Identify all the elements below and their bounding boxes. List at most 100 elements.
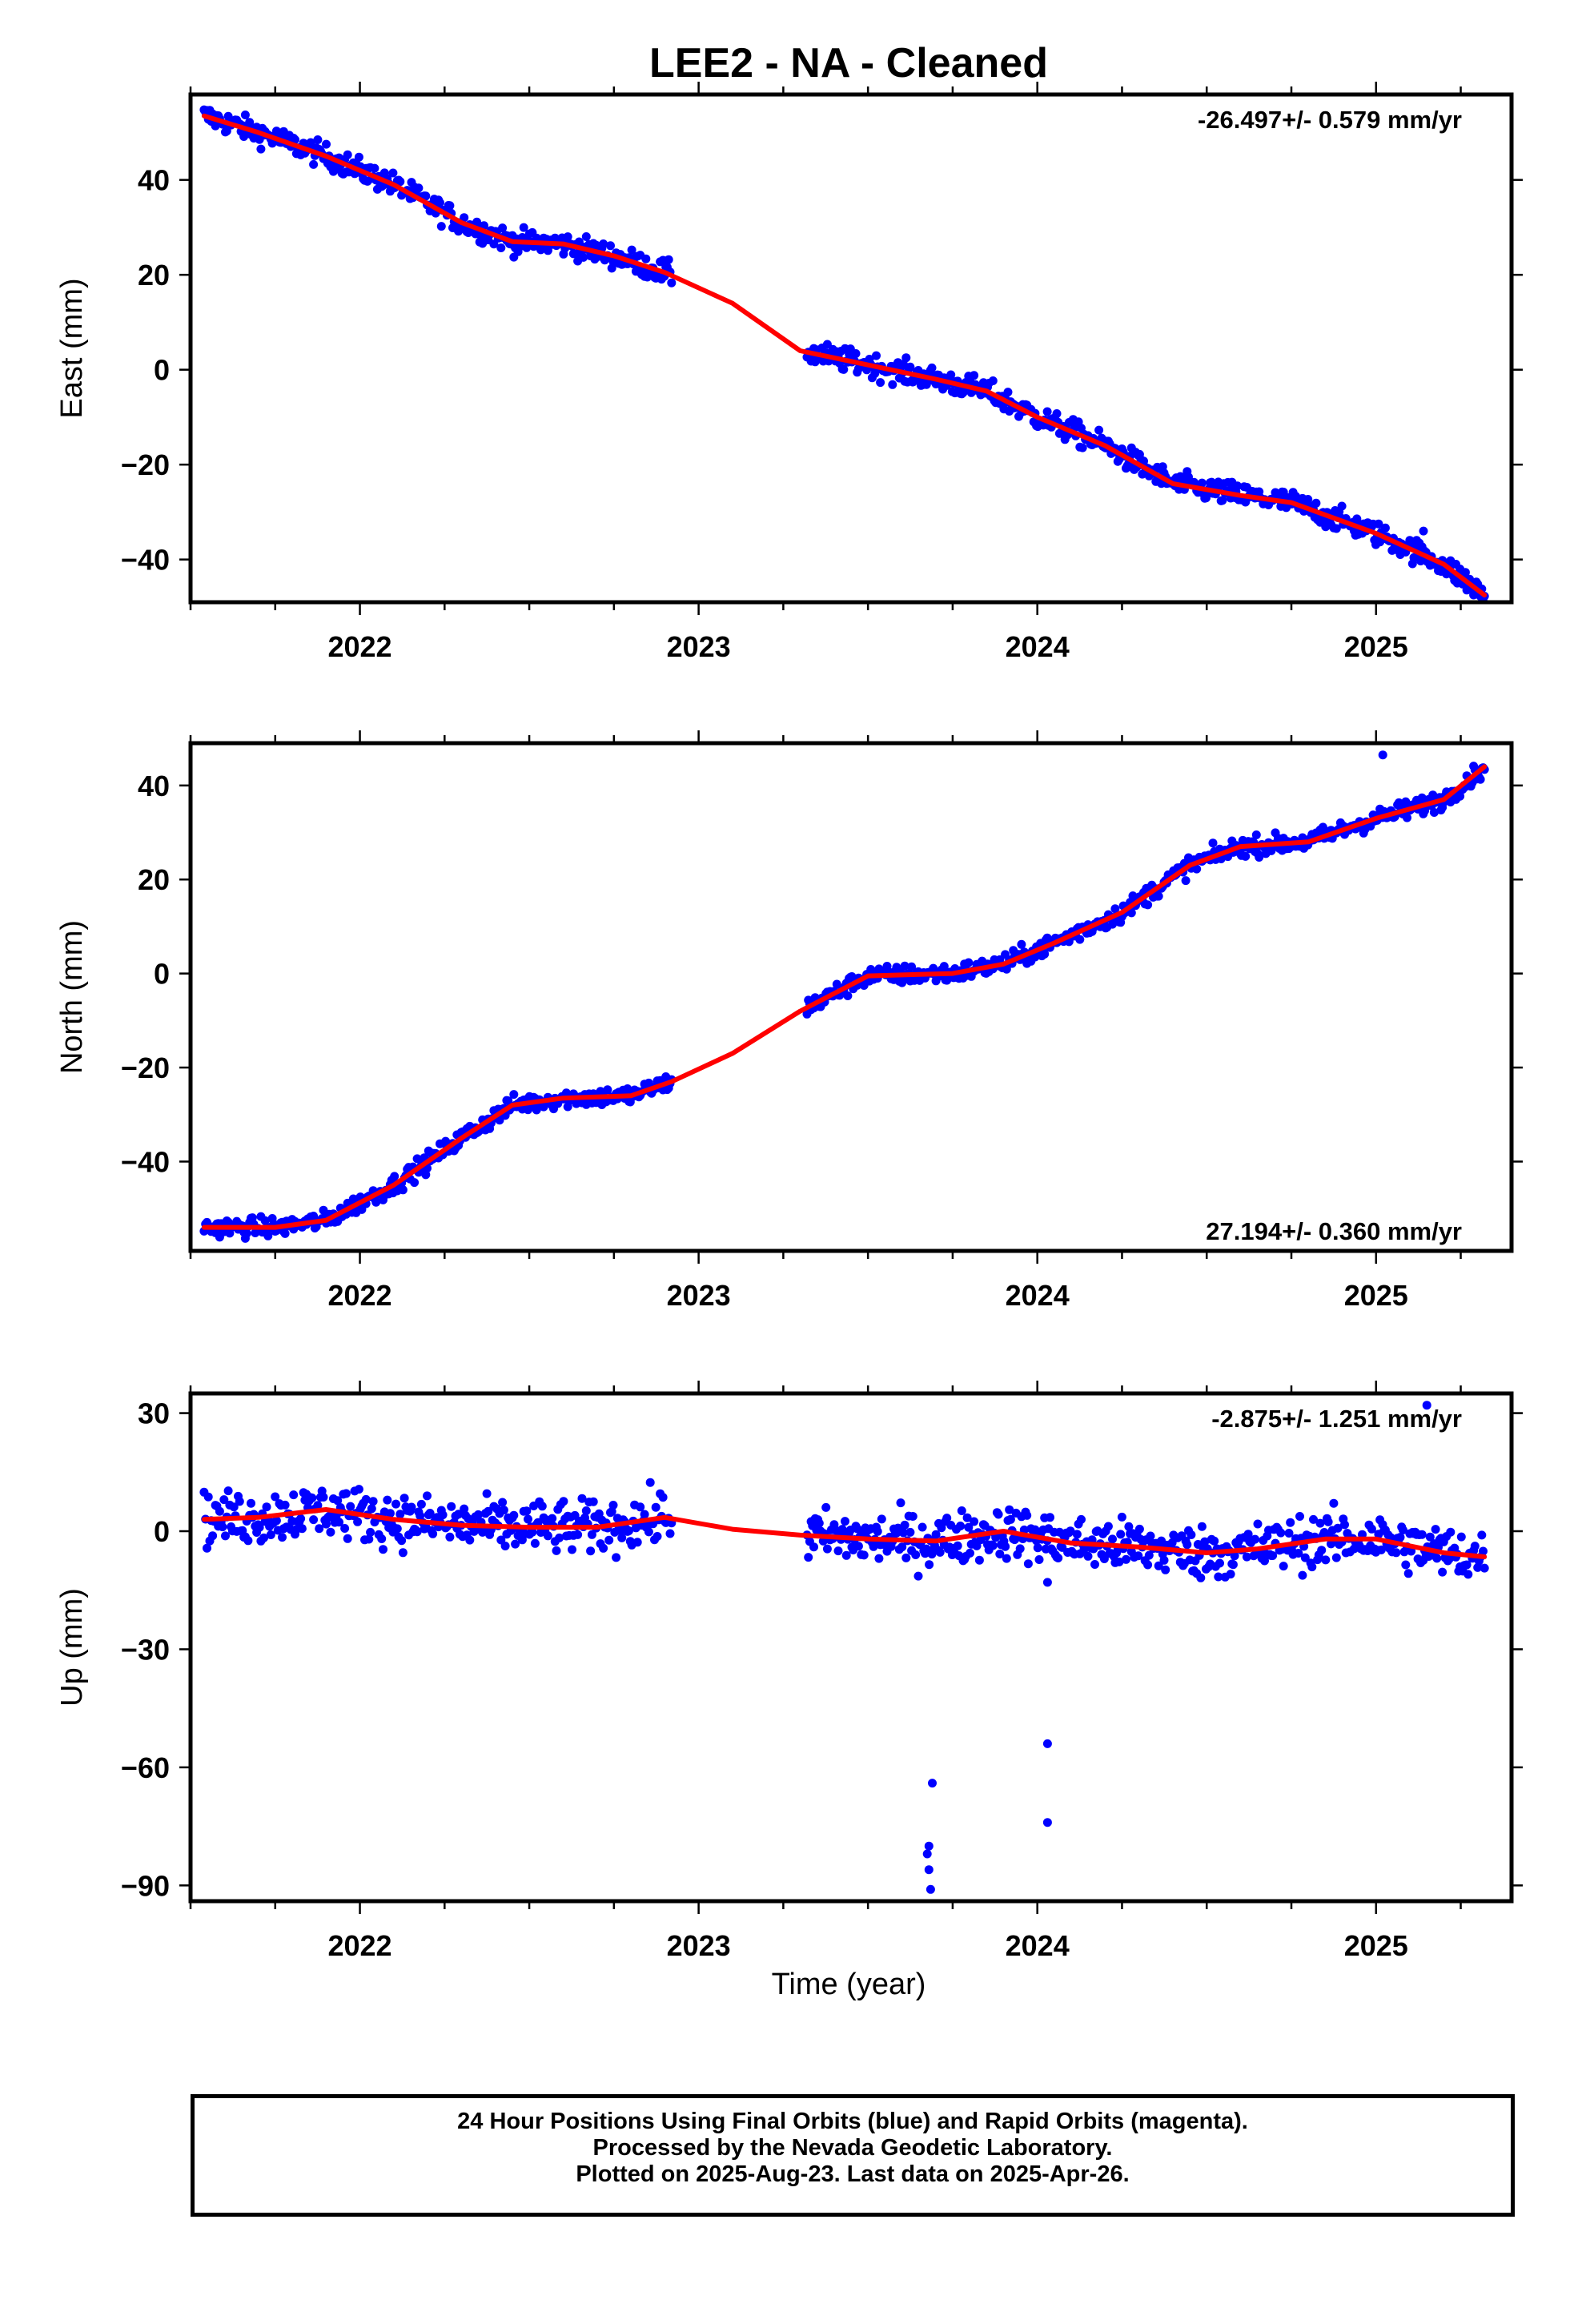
data-point bbox=[1124, 1522, 1134, 1531]
data-point bbox=[1300, 1553, 1310, 1562]
data-point bbox=[266, 1530, 275, 1539]
data-point bbox=[624, 1526, 633, 1535]
y-tick-label: 20 bbox=[138, 863, 170, 896]
data-point bbox=[368, 1497, 378, 1506]
footer-box: 24 Hour Positions Using Final Orbits (bl… bbox=[191, 2094, 1515, 2217]
outlier-point bbox=[1419, 526, 1428, 536]
data-point bbox=[991, 1533, 1001, 1542]
data-point bbox=[809, 1542, 818, 1552]
data-point bbox=[353, 1517, 363, 1526]
outlier-point bbox=[928, 1779, 937, 1788]
data-point bbox=[645, 1478, 655, 1487]
data-point bbox=[898, 1528, 908, 1538]
data-point bbox=[586, 1546, 596, 1556]
data-point bbox=[367, 1504, 376, 1514]
data-point bbox=[1315, 1518, 1325, 1528]
data-point bbox=[346, 1502, 355, 1511]
data-point bbox=[548, 1514, 557, 1523]
x-tick-label: 2025 bbox=[1344, 1279, 1408, 1312]
y-tick-label: 40 bbox=[138, 164, 170, 197]
data-point bbox=[946, 370, 956, 380]
data-point bbox=[612, 1553, 621, 1562]
data-point bbox=[473, 1510, 483, 1519]
rate-label: 27.194+/- 0.360 mm/yr bbox=[1206, 1217, 1462, 1245]
data-point bbox=[970, 1517, 979, 1526]
data-point bbox=[247, 1498, 255, 1508]
data-point bbox=[354, 1485, 363, 1494]
data-point bbox=[667, 278, 677, 287]
data-point bbox=[1251, 1534, 1260, 1544]
data-point bbox=[377, 1534, 387, 1543]
y-tick-label: 0 bbox=[154, 958, 170, 991]
data-point bbox=[1005, 1505, 1014, 1514]
data-point bbox=[841, 1550, 851, 1560]
data-point bbox=[896, 1498, 905, 1508]
data-point bbox=[664, 255, 673, 264]
data-point bbox=[1146, 1531, 1155, 1541]
data-point bbox=[581, 1506, 591, 1515]
data-point bbox=[927, 363, 937, 372]
data-point bbox=[1337, 501, 1347, 511]
y-tick-label: 0 bbox=[154, 354, 170, 387]
y-tick-label: −60 bbox=[121, 1751, 170, 1784]
y-tick-label: 30 bbox=[138, 1397, 170, 1430]
data-point bbox=[1030, 952, 1040, 962]
data-point bbox=[921, 1544, 931, 1554]
data-point bbox=[1226, 1570, 1235, 1579]
panel-2: 2022 2023 2024 2025 40 20 0 −20 −40 North (mm) 27.… bbox=[55, 730, 1523, 1312]
data-point bbox=[398, 1185, 408, 1195]
y-axis-label: Up (mm) bbox=[55, 1588, 89, 1707]
data-point bbox=[925, 1560, 934, 1570]
data-point bbox=[555, 1533, 564, 1542]
data-point bbox=[1023, 1559, 1033, 1569]
data-point bbox=[833, 1546, 843, 1556]
data-point bbox=[908, 1512, 917, 1521]
panel-3: 2022 2023 2024 2025 30 0 −30 −60 −90 Up (mm) -2.87… bbox=[55, 1381, 1523, 1962]
data-point bbox=[343, 150, 352, 159]
data-point bbox=[1331, 524, 1341, 533]
plot-frame bbox=[188, 741, 1514, 1253]
data-point bbox=[804, 1553, 813, 1562]
data-point bbox=[1477, 1530, 1487, 1540]
data-point bbox=[223, 1486, 233, 1496]
data-point bbox=[410, 1178, 420, 1188]
outlier-point bbox=[926, 1884, 935, 1894]
data-point bbox=[853, 1542, 863, 1551]
data-point bbox=[221, 1531, 230, 1541]
data-point bbox=[423, 1491, 432, 1501]
data-point bbox=[617, 1533, 627, 1542]
data-point bbox=[1208, 838, 1218, 848]
x-tick-label: 2023 bbox=[667, 1279, 731, 1312]
data-point bbox=[640, 1510, 649, 1519]
data-point bbox=[917, 1522, 927, 1532]
data-point bbox=[1090, 1560, 1099, 1569]
data-point bbox=[962, 1513, 972, 1522]
data-point bbox=[445, 201, 455, 211]
data-point bbox=[573, 1530, 583, 1539]
data-point bbox=[465, 1535, 475, 1545]
data-point bbox=[208, 1531, 218, 1541]
data-point bbox=[901, 353, 911, 363]
data-point bbox=[1181, 876, 1191, 886]
data-point bbox=[340, 1524, 350, 1533]
y-axis-label: North (mm) bbox=[55, 920, 89, 1074]
data-point bbox=[877, 1514, 886, 1524]
data-point bbox=[1476, 774, 1485, 784]
data-point bbox=[1456, 1532, 1466, 1542]
outlier-point bbox=[1042, 1818, 1052, 1827]
data-point bbox=[280, 1228, 290, 1238]
data-point bbox=[1253, 1519, 1263, 1529]
data-point bbox=[942, 975, 952, 985]
data-point bbox=[988, 376, 998, 385]
data-point bbox=[412, 1527, 422, 1537]
data-point bbox=[988, 1541, 998, 1550]
data-point bbox=[1432, 1554, 1442, 1563]
outlier-point bbox=[922, 1849, 932, 1859]
data-point bbox=[872, 351, 881, 360]
data-point bbox=[603, 1085, 612, 1095]
data-point bbox=[568, 1545, 576, 1554]
data-point bbox=[939, 962, 949, 971]
data-point bbox=[392, 1524, 402, 1534]
outlier-point bbox=[924, 1865, 934, 1875]
data-point bbox=[379, 1545, 387, 1554]
